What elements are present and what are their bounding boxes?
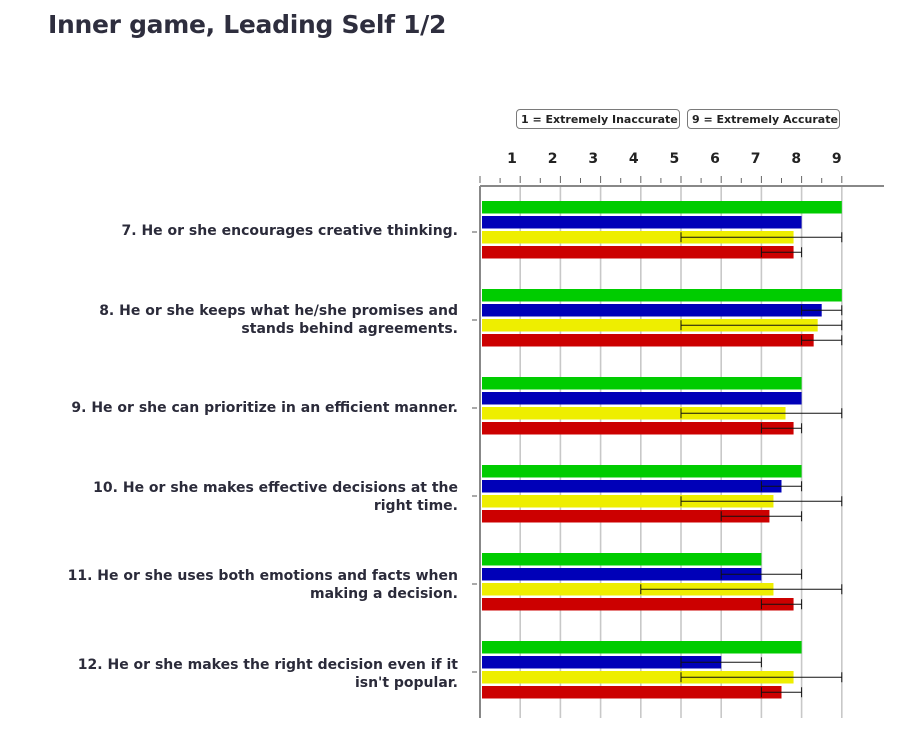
category-label-line: stands behind agreements.	[241, 321, 458, 337]
bar-red	[482, 246, 794, 259]
category-label: 7. He or she encourages creative thinkin…	[28, 222, 458, 240]
bar-blue	[482, 304, 822, 317]
tick-label: 6	[710, 151, 720, 167]
tick-label: 5	[670, 151, 680, 167]
legend-accurate: 9 = Extremely Accurate	[687, 109, 840, 129]
bar-blue	[482, 656, 722, 669]
bar-green	[482, 641, 802, 654]
category-label: 10. He or she makes effective decisions …	[28, 479, 458, 515]
bar-green	[482, 553, 762, 566]
tick-label: 9	[832, 151, 842, 167]
bar-yellow	[482, 583, 774, 596]
tick-label: 1	[507, 151, 517, 167]
category-label: 9. He or she can prioritize in an effici…	[28, 399, 458, 417]
category-label: 12. He or she makes the right decision e…	[28, 656, 458, 692]
bar-yellow	[482, 671, 794, 684]
category-label-line: isn't popular.	[354, 675, 458, 691]
page-title: Inner game, Leading Self 1/2	[48, 10, 447, 39]
category-label-line: 10. He or she makes effective decisions …	[93, 480, 458, 496]
category-label-line: 12. He or she makes the right decision e…	[77, 657, 458, 673]
bar-yellow	[482, 407, 786, 420]
category-label-line: right time.	[373, 498, 458, 514]
bar-yellow	[482, 231, 794, 244]
bar-yellow	[482, 495, 774, 508]
tick-label: 7	[751, 151, 761, 167]
category-label-line: 11. He or she uses both emotions and fac…	[67, 568, 458, 584]
bar-blue	[482, 392, 802, 405]
bar-red	[482, 334, 814, 347]
tick-label: 3	[588, 151, 598, 167]
category-label: 11. He or she uses both emotions and fac…	[28, 567, 458, 603]
bar-yellow	[482, 319, 818, 332]
bar-green	[482, 377, 802, 390]
bar-red	[482, 422, 794, 435]
category-label-line: making a decision.	[310, 586, 458, 602]
tick-label: 2	[548, 151, 558, 167]
bar-blue	[482, 480, 782, 493]
bar-red	[482, 686, 782, 699]
bar-green	[482, 465, 802, 478]
bar-red	[482, 598, 794, 611]
bar-blue	[482, 568, 762, 581]
bar-green	[482, 289, 842, 302]
bar-red	[482, 510, 770, 523]
category-label-line: 8. He or she keeps what he/she promises …	[99, 303, 458, 319]
tick-label: 8	[791, 151, 801, 167]
bar-blue	[482, 216, 802, 229]
category-label: 8. He or she keeps what he/she promises …	[28, 302, 458, 338]
legend-inaccurate: 1 = Extremely Inaccurate	[516, 109, 680, 129]
category-label-line: 9. He or she can prioritize in an effici…	[71, 400, 458, 416]
category-label-line: 7. He or she encourages creative thinkin…	[121, 223, 458, 239]
bar-green	[482, 201, 842, 214]
tick-label: 4	[629, 151, 639, 167]
